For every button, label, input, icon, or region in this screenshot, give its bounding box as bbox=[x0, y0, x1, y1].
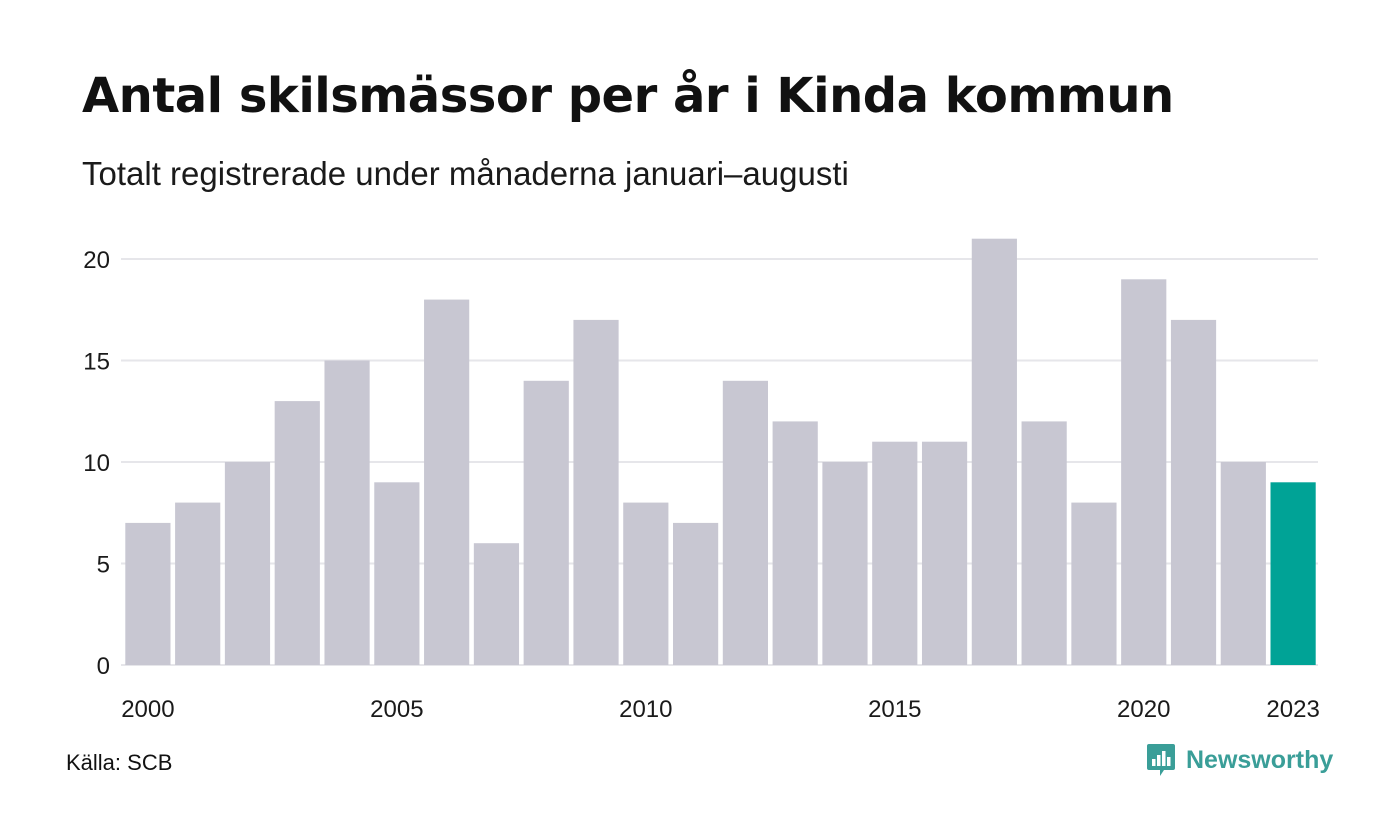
x-tick-label-2000: 2000 bbox=[121, 696, 174, 723]
source-label: Källa: SCB bbox=[66, 750, 173, 775]
bar-2002 bbox=[224, 462, 271, 665]
brand-name: Newsworthy bbox=[1186, 745, 1334, 774]
y-tick-label: 20 bbox=[83, 247, 110, 274]
bar-2013 bbox=[772, 421, 818, 665]
newsworthy-logo-icon bbox=[1147, 744, 1175, 776]
bar-2000 bbox=[125, 522, 171, 665]
x-tick-label-2005: 2005 bbox=[370, 696, 423, 723]
bars bbox=[125, 238, 1316, 665]
bar-2014 bbox=[822, 462, 868, 665]
grid-lines bbox=[121, 258, 1318, 666]
bar-2017 bbox=[971, 238, 1017, 665]
bar-2004 bbox=[324, 360, 370, 665]
x-tick-label-2023: 2023 bbox=[1266, 696, 1319, 723]
bar-2011 bbox=[673, 522, 719, 665]
bar-2021 bbox=[1170, 319, 1217, 665]
chart-title: Antal skilsmässor per år i Kinda kommun bbox=[82, 68, 1174, 124]
y-axis-ticks: 0 5 10 15 20 bbox=[83, 247, 110, 680]
bar-2003 bbox=[274, 401, 320, 665]
bar-2005 bbox=[374, 482, 420, 665]
bar-2010 bbox=[623, 502, 669, 665]
bar-2008 bbox=[523, 380, 569, 665]
bar-2023 bbox=[1270, 482, 1316, 665]
y-tick-label: 0 bbox=[97, 653, 110, 680]
chart-subtitle: Totalt registrerade under månaderna janu… bbox=[82, 155, 849, 192]
bar-2019 bbox=[1071, 502, 1117, 665]
bar-2006 bbox=[424, 299, 470, 665]
x-tick-label-2020: 2020 bbox=[1117, 696, 1170, 723]
y-tick-label: 15 bbox=[83, 349, 110, 376]
bar-chart: 0 5 10 15 20 2000 2005 2010 2015 2020 2023 bbox=[83, 238, 1320, 723]
x-axis-ticks: 2000 2005 2010 2015 2020 2023 bbox=[121, 696, 1320, 723]
x-tick-label-2015: 2015 bbox=[868, 696, 921, 723]
bar-2007 bbox=[473, 543, 520, 665]
bar-2022 bbox=[1220, 462, 1266, 665]
bar-2015 bbox=[872, 441, 918, 665]
newsworthy-logo: Newsworthy bbox=[1146, 742, 1333, 778]
bar-2016 bbox=[921, 441, 968, 665]
bar-2018 bbox=[1021, 421, 1067, 665]
bar-2001 bbox=[175, 502, 221, 665]
bar-2009 bbox=[573, 319, 619, 665]
y-tick-label: 10 bbox=[83, 450, 110, 477]
bar-2012 bbox=[722, 380, 768, 665]
bar-2020 bbox=[1121, 279, 1167, 665]
x-tick-label-2010: 2010 bbox=[619, 696, 672, 723]
y-tick-label: 5 bbox=[97, 552, 110, 579]
